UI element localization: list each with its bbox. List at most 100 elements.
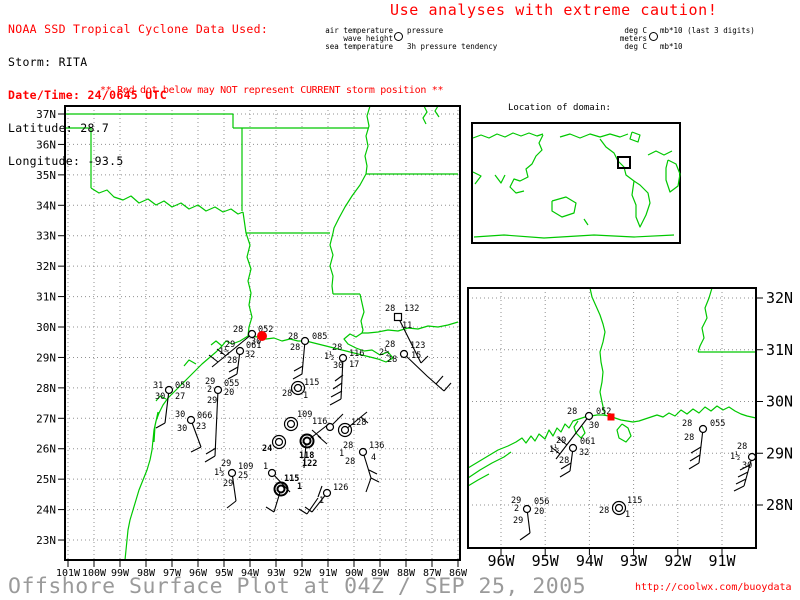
station-value: 1½: [324, 351, 334, 362]
station-value: 28: [233, 325, 243, 335]
weather-station: 128: [337, 411, 369, 438]
main-coastline: [124, 321, 459, 561]
station-square-icon: [393, 312, 403, 322]
calm-double-circle-icon: [337, 422, 353, 438]
inset-map-grid: [468, 288, 756, 548]
station-value: 28: [387, 355, 397, 365]
storm-longitude: Longitude: -93.5: [8, 154, 124, 168]
lon-tick-label: 88W: [397, 568, 416, 579]
weather-station: 126 1: [304, 483, 348, 513]
lon-tick-label: 97W: [163, 568, 182, 579]
main-state-borders: [65, 105, 458, 337]
lat-tick-label: 32N: [36, 260, 56, 273]
lon-tick-label: 91W: [319, 568, 338, 579]
station-value: 28: [288, 332, 298, 342]
station-value: 28: [599, 506, 609, 516]
station-value: 28: [282, 389, 292, 399]
station-value: 29: [223, 479, 233, 489]
lat-tick-label: 37N: [36, 108, 56, 121]
inset-map-axes: 32N 31N 30N 29N 28N 96W 95W 94W 93W 92W 91W: [467, 287, 793, 570]
source-url-link[interactable]: http://coolwx.com/buoydata: [635, 582, 792, 593]
station-value: 115: [284, 474, 299, 484]
station-circle-icon: [358, 447, 368, 457]
station-value: 1½: [214, 467, 224, 478]
weather-station: 28 052 30: [208, 325, 273, 368]
lat-tick-label: 26N: [36, 443, 56, 456]
lat-tick-label: 35N: [36, 169, 56, 182]
station-value: 085: [312, 332, 327, 342]
station-value: 32: [245, 350, 255, 360]
station-value: 1½: [549, 444, 559, 455]
station-value: 28: [559, 456, 569, 466]
lat-tick-label: 31N: [766, 341, 793, 359]
station-value: 115: [304, 378, 319, 388]
station-value: 23: [196, 422, 206, 432]
lat-tick-label: 36N: [36, 138, 56, 151]
station-value: 126: [333, 483, 348, 493]
legend-wave-height: wave height: [343, 33, 393, 43]
station-value: 055: [710, 419, 725, 429]
station-circle-icon: [340, 425, 350, 435]
world-map-continents: [472, 131, 681, 239]
calm-double-circle-icon: [611, 500, 627, 516]
world-map-frame: [471, 122, 681, 244]
lon-tick-label: 86W: [449, 568, 468, 579]
station-value: 30: [177, 424, 187, 434]
station-value: 28: [343, 441, 353, 451]
lat-tick-label: 30N: [36, 321, 56, 334]
station-value: 27: [175, 392, 185, 402]
legend-unit-mb10-last3: mb*10 (last 3 digits): [660, 26, 755, 35]
lat-tick-label: 24N: [36, 504, 56, 517]
stray-wind-barbs: [298, 443, 323, 515]
station-circle-icon: [614, 503, 624, 513]
station-value: 17: [349, 360, 359, 370]
lon-tick-label: 96W: [189, 568, 208, 579]
station-circle-icon: [267, 468, 277, 478]
station-value: 1: [263, 462, 268, 472]
domain-box: [617, 156, 631, 169]
lat-tick-label: 27N: [36, 412, 56, 425]
station-circle-icon: [522, 504, 532, 514]
calm-double-circle-icon: [271, 434, 287, 450]
station-value: 29: [511, 496, 521, 506]
station-circle-icon: [227, 468, 237, 478]
station-value: 24: [262, 444, 272, 454]
station-value: 055: [224, 379, 239, 389]
station-circle-icon: [649, 32, 658, 41]
storm-latitude: Latitude: 28.7: [8, 121, 110, 135]
station-value: 066: [197, 411, 212, 421]
lat-tick-label: 29N: [766, 444, 793, 462]
weather-station: 28 055 28: [682, 419, 725, 470]
station-value: 29: [221, 459, 231, 469]
lon-tick-label: 95W: [532, 552, 560, 570]
weather-station: 28 132 11: [385, 304, 429, 364]
station-circle-icon: [186, 415, 196, 425]
station-value: 31: [153, 381, 163, 391]
station-circle-icon: [274, 437, 284, 447]
map-frame: [64, 105, 461, 561]
station-value: 116: [349, 349, 364, 359]
station-circle-icon: [302, 436, 312, 446]
storm-datetime: Date/Time: 24/0645 UTC: [8, 88, 167, 102]
lon-tick-label: 91W: [708, 552, 736, 570]
lon-tick-label: 92W: [664, 552, 692, 570]
station-circle-icon: [338, 353, 348, 363]
station-value: 2½: [379, 347, 389, 358]
lon-tick-label: 94W: [576, 552, 604, 570]
storm-position-warning: ** Red dot below may NOT represent CURRE…: [100, 85, 444, 96]
storm-position-dot: [257, 331, 267, 341]
main-map-axes: 37N 36N 35N 34N 33N 32N 31N 30N 29N 28N 27N 26N 25N 2…: [36, 105, 468, 579]
lat-tick-label: 23N: [36, 534, 56, 547]
station-circle-icon: [394, 32, 403, 41]
station-value: 29: [513, 516, 523, 526]
legend-unit-meters: meters: [619, 33, 647, 43]
